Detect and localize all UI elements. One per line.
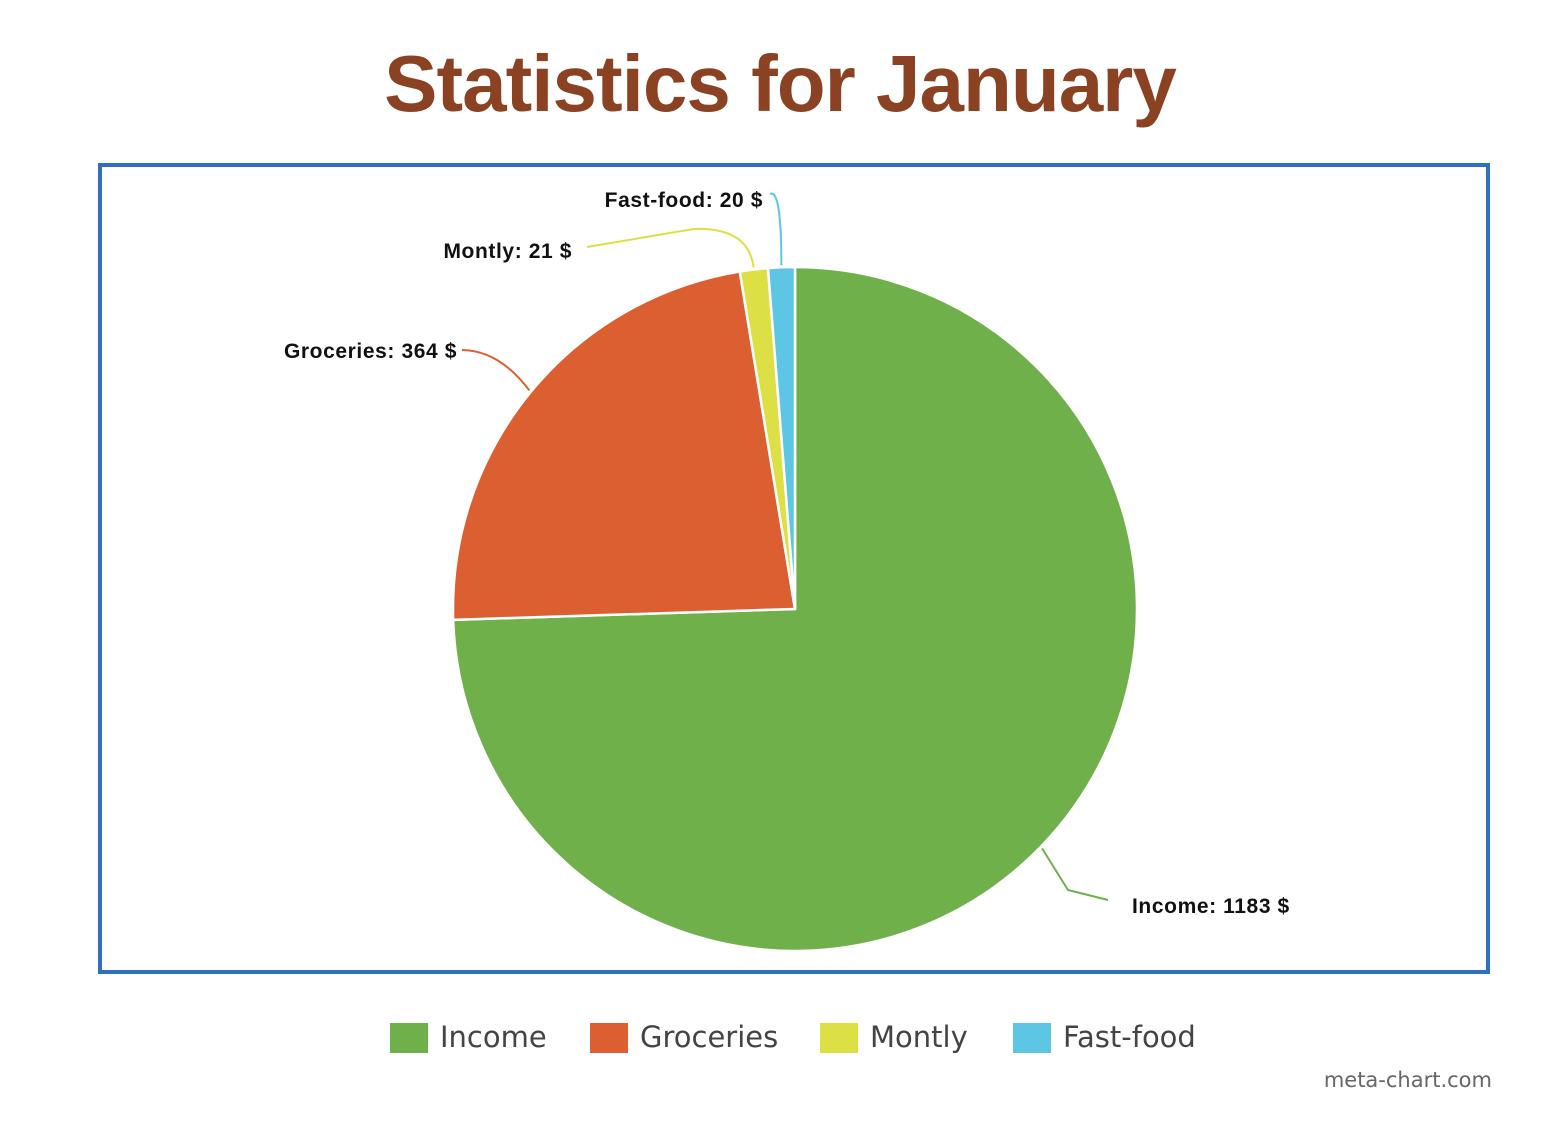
legend-label-montly: Montly xyxy=(870,1020,968,1054)
chart-title: Statistics for January xyxy=(384,39,1177,128)
plot-area: Income: 1183 $ Groceries: 364 $ Montly: 21… xyxy=(98,163,1490,974)
slice-connector-montly xyxy=(586,227,755,268)
slice-label-fast-food: Fast-food: 20 $ xyxy=(605,189,763,212)
legend-label-fast-food: Fast-food xyxy=(1063,1020,1196,1054)
legend-swatch-montly xyxy=(820,1023,858,1053)
legend-swatch-fast-food xyxy=(1013,1023,1051,1053)
slice-label-montly: Montly: 21 $ xyxy=(443,240,572,263)
slice-connector-fast-food xyxy=(769,192,783,266)
slice-connector-income xyxy=(1041,847,1109,901)
legend-label-income: Income xyxy=(440,1020,547,1054)
slice-label-groceries: Groceries: 364 $ xyxy=(284,340,457,363)
legend-swatch-groceries xyxy=(590,1023,628,1053)
slice-connector-groceries xyxy=(461,349,531,392)
legend: Income Groceries Montly Fast-food xyxy=(0,1018,1560,1062)
pie-slice-groceries[interactable] xyxy=(451,270,797,622)
credit-text[interactable]: meta-chart.com xyxy=(1323,1068,1492,1092)
legend-swatch-income xyxy=(390,1023,428,1053)
slice-label-income: Income: 1183 $ xyxy=(1132,895,1290,918)
legend-label-groceries: Groceries xyxy=(640,1020,779,1054)
pie-chart: Income: 1183 $ Groceries: 364 $ Montly: 21… xyxy=(284,189,1290,953)
pie-slice-fast-food[interactable] xyxy=(766,265,797,611)
